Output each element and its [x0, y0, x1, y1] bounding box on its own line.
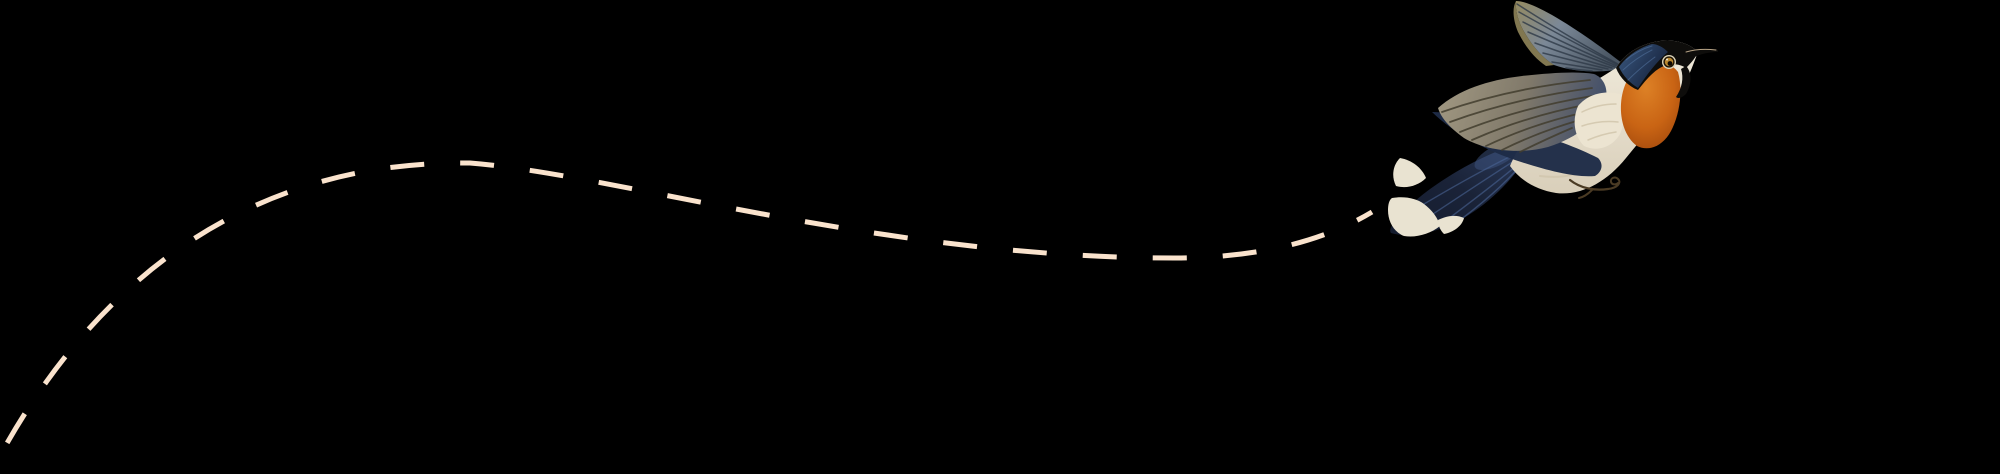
near-wing [1432, 72, 1607, 177]
tail-white-tips [1388, 158, 1464, 237]
foot-curl [1607, 176, 1621, 190]
beak-shape [1683, 48, 1718, 61]
shoulder-shape [1574, 92, 1625, 149]
chin-collar [1676, 66, 1691, 98]
swallow-illustration [1388, 1, 1718, 237]
head [1616, 40, 1698, 98]
beak [1683, 48, 1718, 61]
foot-leg [1568, 178, 1610, 191]
near-wing-striations [1441, 79, 1593, 153]
eye [1662, 55, 1676, 69]
eye-glint [1666, 58, 1668, 61]
crown-streaks [1622, 45, 1656, 81]
foot-toe [1578, 189, 1593, 199]
feet [1568, 176, 1621, 199]
far-wing-striations [1516, 3, 1619, 72]
beak-highlight [1685, 48, 1717, 53]
shoulder-patch [1574, 92, 1625, 149]
dashed-flight-path [0, 160, 1374, 461]
eye-pupil [1667, 61, 1673, 66]
far-wing-khaki-edge [1513, 1, 1554, 66]
far-wing [1513, 1, 1628, 72]
